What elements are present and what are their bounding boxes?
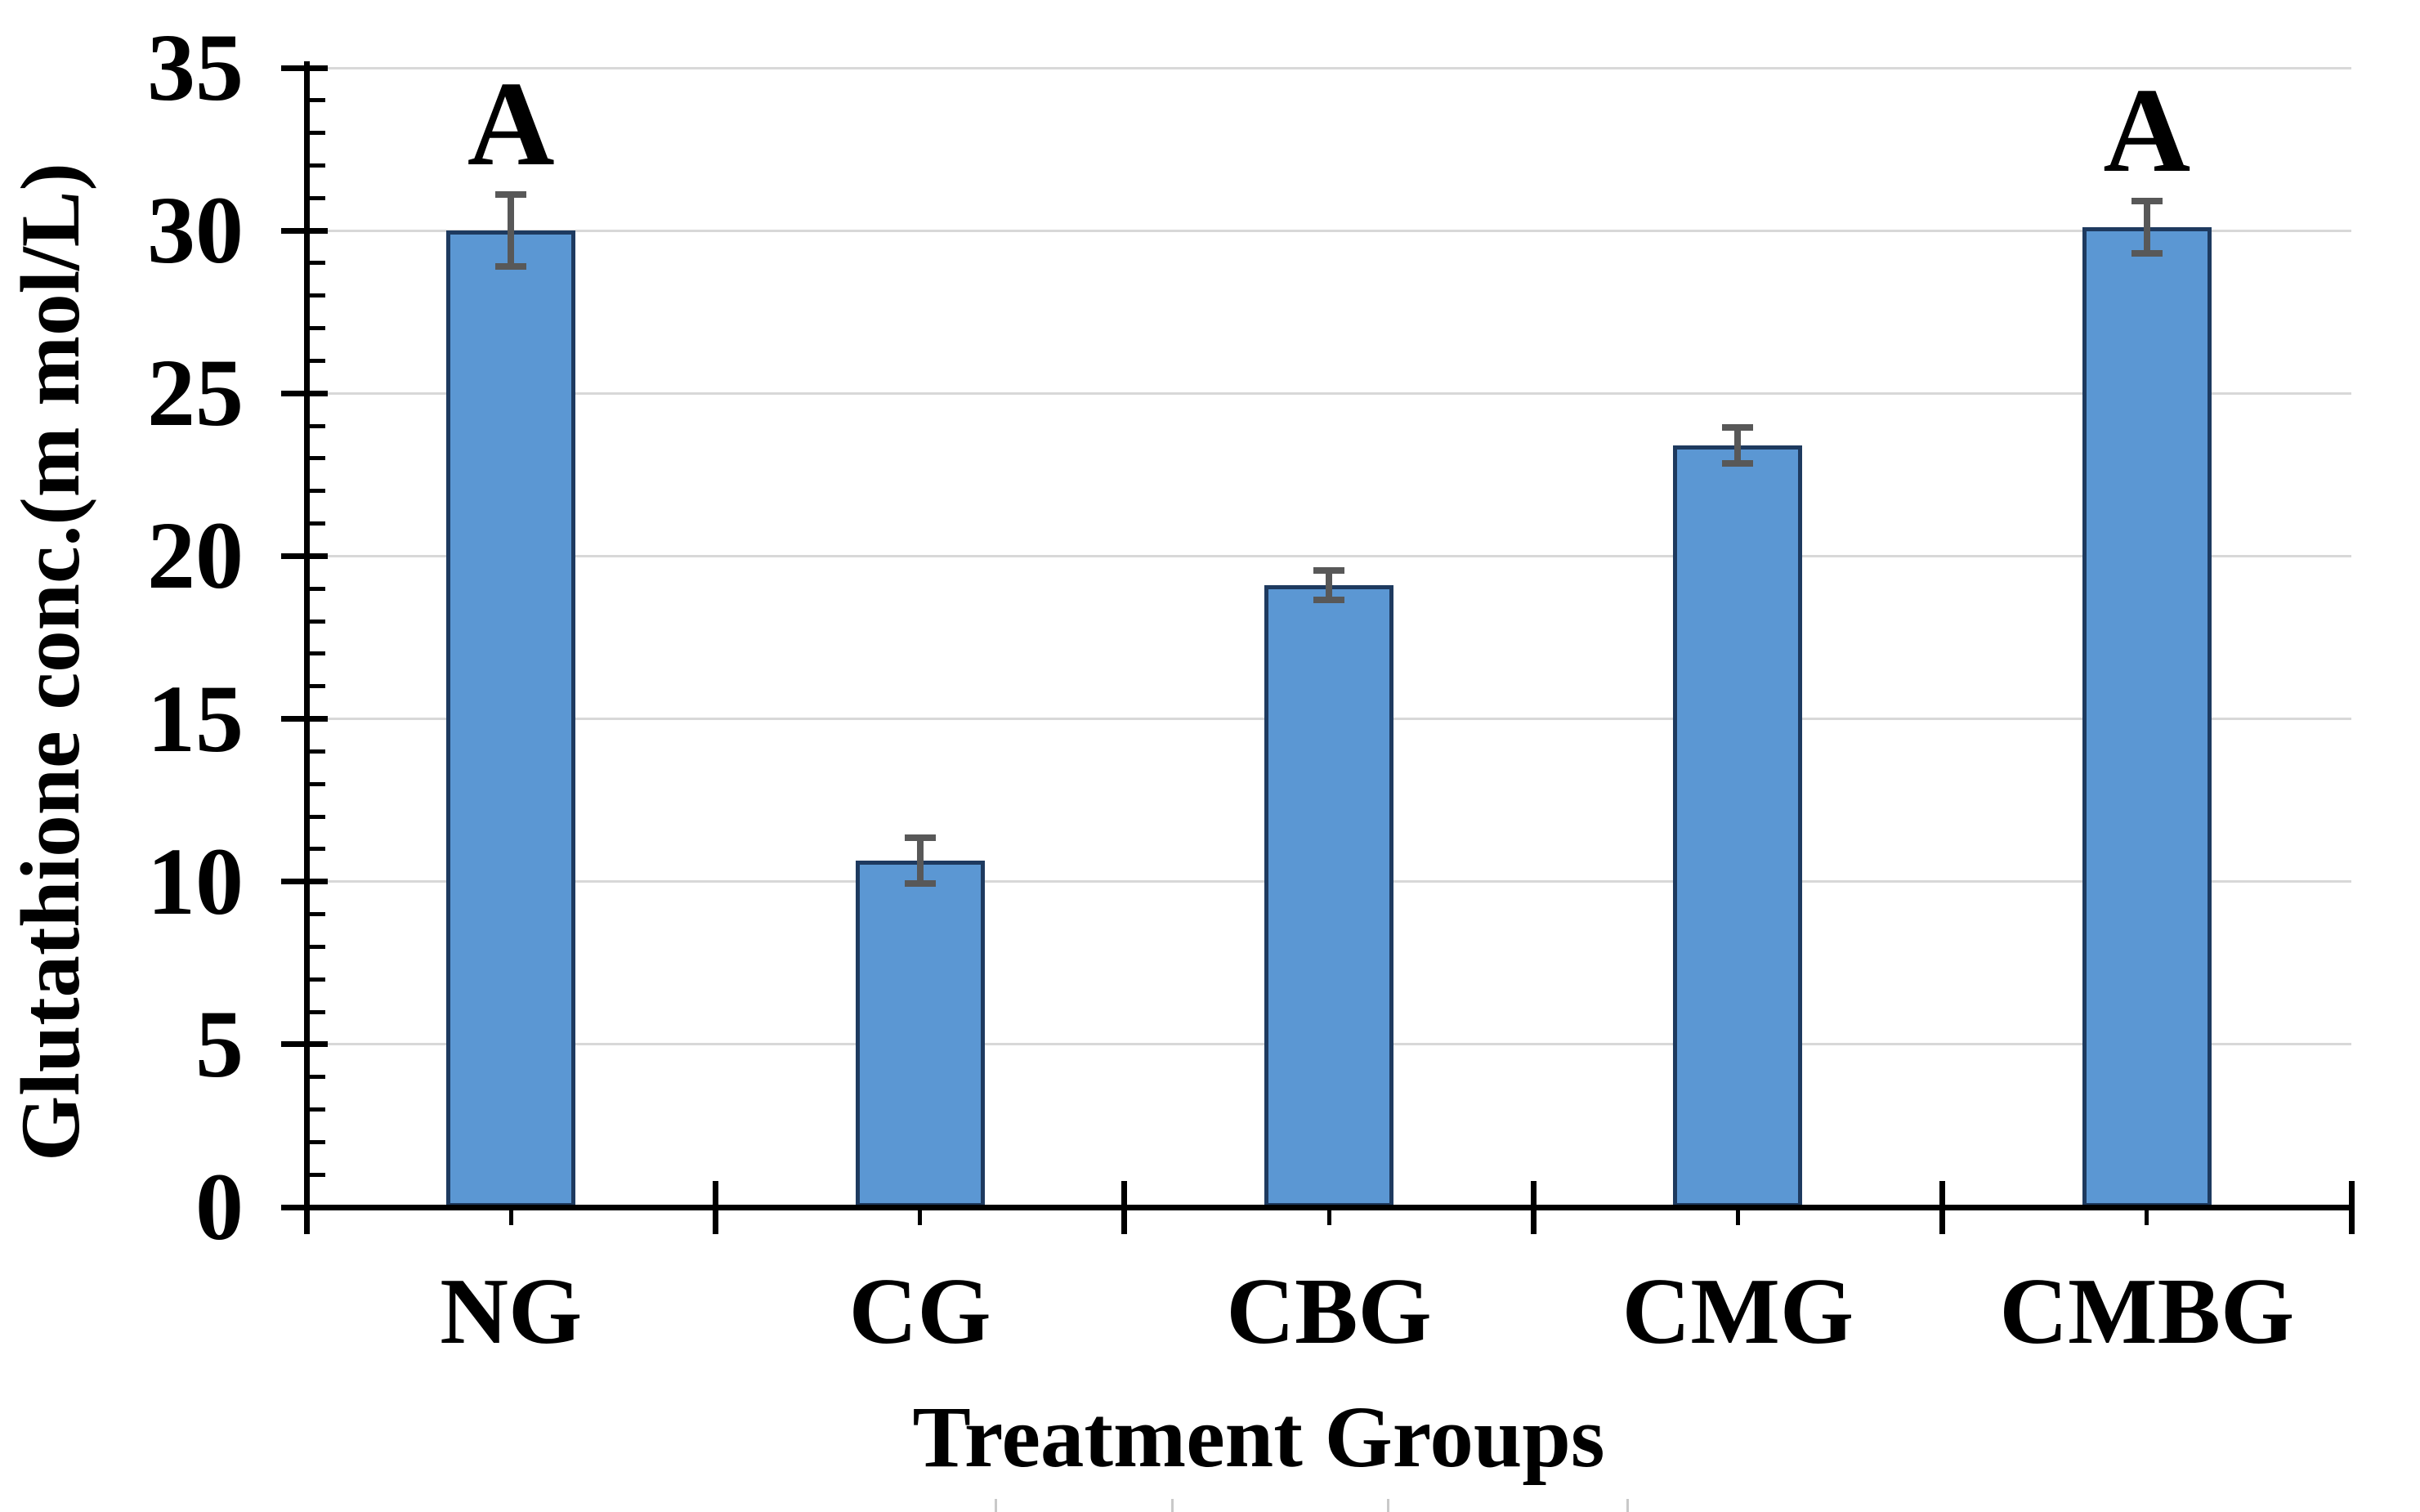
y-minor-tick xyxy=(307,1139,325,1144)
y-minor-tick xyxy=(307,261,325,266)
y-minor-tick xyxy=(307,1107,325,1112)
y-minor-tick xyxy=(307,1075,325,1080)
error-bar-cap-bottom-CBG xyxy=(1313,597,1344,604)
y-minor-tick xyxy=(307,912,325,917)
x-minor-tick-NG xyxy=(508,1210,513,1225)
error-bar-cap-bottom-CMG xyxy=(1722,459,1754,467)
y-minor-tick xyxy=(307,944,325,949)
y-minor-tick xyxy=(307,489,325,494)
y-tick-label-10: 10 xyxy=(147,827,244,935)
bar-CBG xyxy=(1264,585,1393,1207)
y-tick-label-5: 5 xyxy=(195,990,244,1098)
x-tick-label-CBG: CBG xyxy=(1226,1259,1432,1364)
y-minor-tick xyxy=(307,651,325,656)
error-bar-cap-top-NG xyxy=(495,191,527,199)
bar-NG xyxy=(446,230,576,1207)
y-minor-tick xyxy=(307,358,325,363)
error-bar-cap-top-CMG xyxy=(1722,424,1754,432)
y-axis-line xyxy=(303,61,310,1234)
y-tick-label-30: 30 xyxy=(147,177,244,284)
bar-CG xyxy=(855,860,985,1207)
y-minor-tick xyxy=(307,684,325,689)
gridline xyxy=(306,391,2351,395)
error-bar-line-NG xyxy=(508,195,515,266)
y-minor-tick xyxy=(307,163,325,168)
gridline xyxy=(306,66,2351,69)
y-minor-tick xyxy=(307,586,325,591)
y-minor-tick xyxy=(307,1172,325,1177)
y-minor-tick xyxy=(307,749,325,754)
x-tick-label-CMBG: CMBG xyxy=(1999,1259,2295,1364)
y-tick-label-35: 35 xyxy=(147,14,244,121)
y-minor-tick xyxy=(307,619,325,624)
y-minor-tick xyxy=(307,98,325,103)
x-minor-tick-CMBG xyxy=(2145,1210,2149,1225)
y-tick-label-20: 20 xyxy=(147,502,244,610)
crop-artifact-mark-0 xyxy=(995,1499,997,1512)
x-tick-label-NG: NG xyxy=(440,1259,583,1364)
y-tick-label-15: 15 xyxy=(147,664,244,772)
y-tick-label-0: 0 xyxy=(195,1153,244,1260)
x-tick-label-CMG: CMG xyxy=(1622,1259,1854,1364)
error-bar-cap-bottom-CG xyxy=(904,879,936,887)
y-minor-tick xyxy=(307,456,325,461)
error-bar-line-CBG xyxy=(1326,570,1332,601)
x-tick-label-CG: CG xyxy=(848,1259,991,1364)
y-minor-tick xyxy=(307,521,325,526)
y-tick-label-25: 25 xyxy=(147,339,244,447)
error-bar-line-CG xyxy=(916,837,924,883)
gridline xyxy=(306,229,2351,232)
crop-artifact-mark-1 xyxy=(1171,1499,1174,1512)
error-bar-cap-top-CG xyxy=(904,834,936,841)
gridline xyxy=(306,554,2351,557)
y-minor-tick xyxy=(307,326,325,331)
x-minor-tick-CBG xyxy=(1326,1210,1331,1225)
y-minor-tick xyxy=(307,195,325,200)
error-bar-line-CMG xyxy=(1734,427,1742,463)
significance-letter-NG: A xyxy=(467,57,555,192)
x-axis-title: Treatment Groups xyxy=(912,1389,1605,1486)
error-bar-cap-top-CMBG xyxy=(2131,198,2163,205)
crop-artifact-mark-3 xyxy=(1626,1499,1629,1512)
error-bar-cap-top-CBG xyxy=(1313,567,1344,575)
error-bar-cap-bottom-NG xyxy=(495,262,527,270)
y-minor-tick xyxy=(307,131,325,136)
y-minor-tick xyxy=(307,293,325,298)
x-axis-line xyxy=(303,1204,2355,1210)
y-minor-tick xyxy=(307,977,325,982)
y-minor-tick xyxy=(307,814,325,819)
bar-CMG xyxy=(1673,445,1803,1207)
significance-letter-CMBG: A xyxy=(2103,64,2191,199)
bar-CMBG xyxy=(2082,227,2212,1207)
x-minor-tick-CMG xyxy=(1735,1210,1740,1225)
x-minor-tick-CG xyxy=(918,1210,923,1225)
y-minor-tick xyxy=(307,423,325,428)
y-minor-tick xyxy=(307,1009,325,1014)
crop-artifact-mark-2 xyxy=(1387,1499,1389,1512)
error-bar-line-CMBG xyxy=(2143,201,2150,254)
y-minor-tick xyxy=(307,847,325,852)
error-bar-cap-bottom-CMBG xyxy=(2131,250,2163,257)
y-minor-tick xyxy=(307,781,325,786)
